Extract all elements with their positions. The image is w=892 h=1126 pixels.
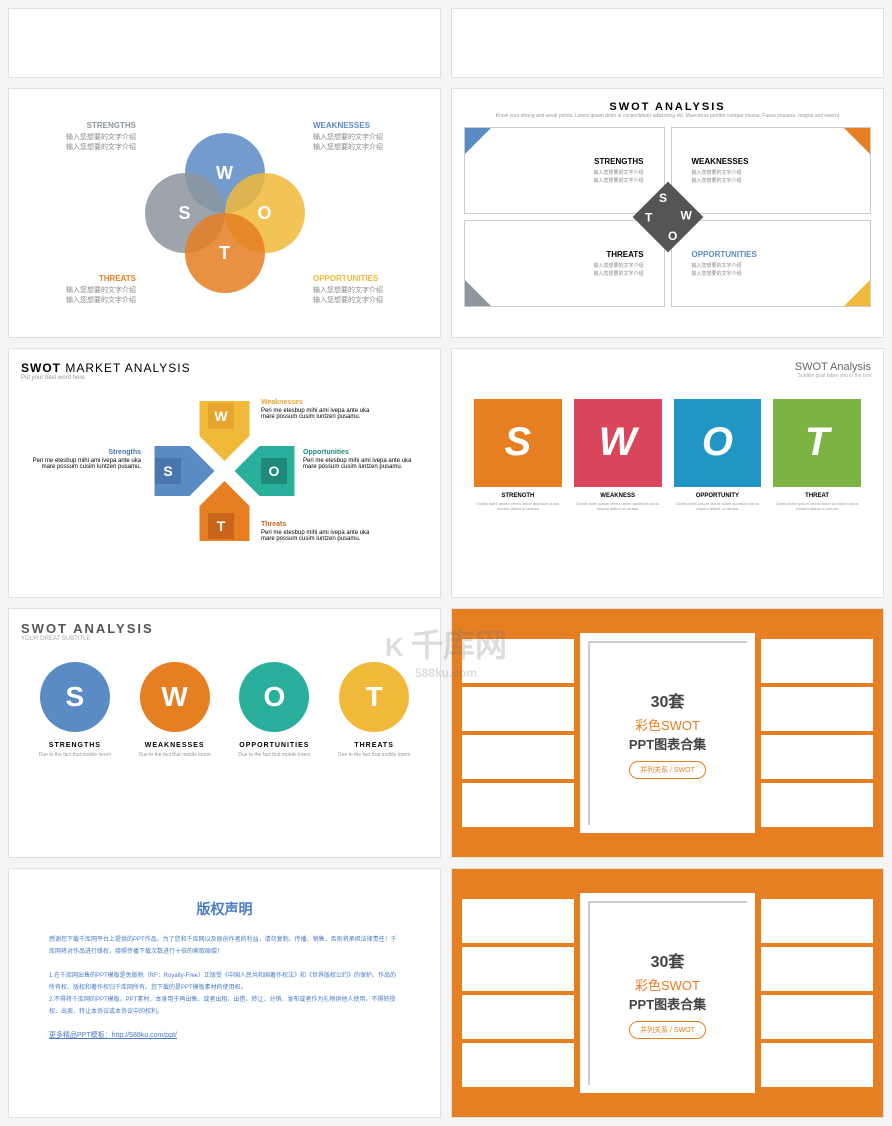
- s4-item-S: S STRENGTH Oostis kotrn ipsum vierra dol…: [474, 399, 562, 512]
- sq-t: T: [208, 513, 234, 539]
- cover-center-2: 30套 彩色SWOT PPT图表合集 并列关系 / SWOT: [580, 893, 755, 1093]
- s4-item-O: O OPPORTUNITY Oostis kotrn ipsum vierra …: [674, 399, 762, 512]
- s3-label-w: WeaknessesPeri me etesbup mihi ami ivepa…: [261, 399, 371, 420]
- venn-label-s: STRENGTHS输入您想要的文字介绍输入您想要的文字介绍: [36, 121, 136, 152]
- venn-label-o: OPPORTUNITIES输入您想要的文字介绍输入您想要的文字介绍: [313, 274, 413, 305]
- s5-title: SWOT ANALYSIS: [21, 621, 428, 636]
- s2-box-t: THREATS输入您想要的文字介绍输入您想要的文字介绍: [464, 220, 665, 307]
- s3-title: SWOT MARKET ANALYSIS: [21, 361, 428, 375]
- slide-venn: W S O T STRENGTHS输入您想要的文字介绍输入您想要的文字介绍 WE…: [8, 88, 441, 338]
- slide-fragment-2: [451, 8, 884, 78]
- s2-box-o: OPPORTUNITIES输入您想要的文字介绍输入您想要的文字介绍: [671, 220, 872, 307]
- s3-sub: Put your best word here.: [21, 375, 428, 381]
- s3-label-s: StrengthsPeri me etesbup mihi ami ivepa …: [31, 449, 141, 470]
- slide-copyright: 版权声明 感谢您下载千库网平台上提供的PPT作品。为了您和千库网以及原创作者的利…: [8, 868, 441, 1118]
- s2-box-w: WEAKNESSES输入您想要的文字介绍输入您想要的文字介绍: [671, 127, 872, 214]
- s3-label-o: OpportunitiesPeri me etesbup mihi ami iv…: [303, 449, 413, 470]
- cover-center: 30套 彩色SWOT PPT图表合集 并列关系 / SWOT: [580, 633, 755, 833]
- s5-item-O: O OPPORTUNITIES Due to the fact that mob…: [231, 662, 319, 760]
- s5-item-W: W WEAKNESSES Due to the fact that mobile…: [131, 662, 219, 760]
- s7-title: 版权声明: [49, 899, 400, 919]
- slide-fragment-1: [8, 8, 441, 78]
- sq-w: W: [208, 403, 234, 429]
- s4-item-W: W WEAKNESS Oostis kotrn ipsum vierra dol…: [574, 399, 662, 512]
- s4-title: SWOT Analysis: [464, 361, 871, 373]
- s7-body: 感谢您下载千库网平台上提供的PPT作品。为了您和千库网以及原创作者的利益，请勿复…: [49, 934, 400, 1018]
- venn-label-w: WEAKNESSES输入您想要的文字介绍输入您想要的文字介绍: [313, 121, 413, 152]
- s4-item-T: T THREAT Oostis kotrn ipsum vierra dolor…: [773, 399, 861, 512]
- s2-box-s: STRENGTHS输入您想要的文字介绍输入您想要的文字介绍: [464, 127, 665, 214]
- sq-o: O: [261, 458, 287, 484]
- sq-s: S: [155, 458, 181, 484]
- s3-label-t: ThreatsPeri me etesbup mihi ami ivepa an…: [261, 521, 371, 542]
- s4-sub: Subtitle goal takes you in the box: [464, 373, 871, 379]
- slide-cover-1: 30套 彩色SWOT PPT图表合集 并列关系 / SWOT: [451, 608, 884, 858]
- slide-circles: SWOT ANALYSIS YOUR GREAT SUBTITLE S STRE…: [8, 608, 441, 858]
- venn-label-t: THREATS输入您想要的文字介绍输入您想要的文字介绍: [36, 274, 136, 305]
- s5-item-T: T THREATS Due to the fact that mobile lo…: [330, 662, 418, 760]
- s5-item-S: S STRENGTHS Due to the fact that mobile …: [31, 662, 119, 760]
- slide-arrows: SWOT MARKET ANALYSIS Put your best word …: [8, 348, 441, 598]
- s2-sub: Know your strong and weak points. Lorem …: [464, 113, 871, 119]
- slide-boxes-diamond: SWOT ANALYSIS Know your strong and weak …: [451, 88, 884, 338]
- venn-t: T: [185, 213, 265, 293]
- s2-title: SWOT ANALYSIS: [464, 101, 871, 113]
- slide-cover-2: 30套 彩色SWOT PPT图表合集 并列关系 / SWOT: [451, 868, 884, 1118]
- venn-diagram: W S O T: [155, 143, 295, 283]
- slide-squares: SWOT Analysis Subtitle goal takes you in…: [451, 348, 884, 598]
- s7-link[interactable]: 更多精品PPT模板：http://588ku.com/ppt/: [49, 1030, 400, 1040]
- s5-sub: YOUR GREAT SUBTITLE: [21, 636, 428, 642]
